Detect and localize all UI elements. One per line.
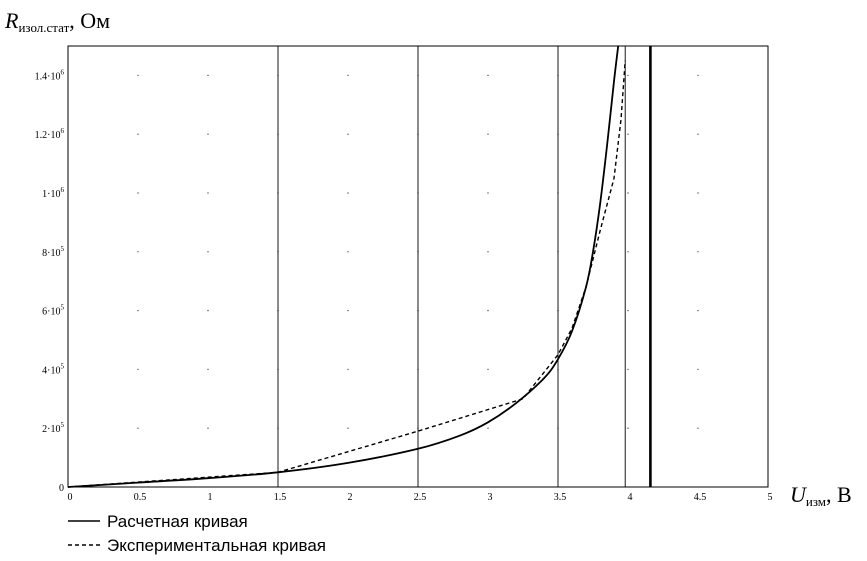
y-tick-label: 1.4·106 <box>35 68 65 82</box>
grid-dot <box>347 192 349 194</box>
grid-dot <box>697 368 699 371</box>
grid-dot <box>137 309 139 312</box>
y-tick-label: 8·105 <box>42 245 64 259</box>
x-tick-label: 4.5 <box>694 492 707 503</box>
grid-dot <box>487 192 489 194</box>
grid-dot <box>627 309 629 312</box>
grid-dot <box>627 368 629 371</box>
grid-dot <box>137 251 139 253</box>
x-tick-label: 4 <box>628 492 633 503</box>
grid-dot <box>487 427 489 429</box>
grid-dot <box>487 133 489 135</box>
grid-dot <box>207 368 209 371</box>
grid-dot <box>347 427 349 429</box>
y-tick-label: 6·105 <box>42 304 64 318</box>
grid-dot <box>697 133 699 135</box>
y-tick-label: 4·105 <box>42 362 64 376</box>
grid-dot <box>487 251 489 253</box>
y-tick-labels: 0 2·105 4·105 6·105 8·105 1·106 1.2·106 1.4·106 <box>35 68 65 494</box>
x-tick-label: 2 <box>348 492 353 503</box>
grid-dot <box>347 251 349 253</box>
grid-dot <box>697 427 699 429</box>
grid-dot <box>137 427 139 429</box>
x-tick-label: 1 <box>208 492 213 503</box>
grid-dot <box>137 192 139 194</box>
vertical-lines <box>277 46 652 487</box>
y-tick-label: 1·106 <box>42 186 64 200</box>
grid-dot <box>347 309 349 312</box>
grid-dot <box>137 74 139 77</box>
x-tick-label: 0 <box>68 492 73 503</box>
grid-dot <box>627 251 629 253</box>
grid-dot <box>697 192 699 194</box>
legend-label-solid: Расчетная кривая <box>107 512 248 531</box>
legend: Расчетная кривая Экспериментальная крива… <box>68 512 326 555</box>
x-tick-label: 2.5 <box>414 492 427 503</box>
legend-label-dashed: Экспериментальная кривая <box>107 536 326 555</box>
series-group <box>67 45 626 488</box>
grid-dot <box>347 133 349 135</box>
grid-dot <box>697 251 699 253</box>
grid-dot <box>207 427 209 429</box>
grid-dot <box>627 74 629 77</box>
grid-dot <box>137 368 139 371</box>
y-tick-label: 1.2·106 <box>35 127 65 141</box>
grid-dot <box>137 133 139 135</box>
grid-dot <box>697 74 699 77</box>
x-tick-label: 1.5 <box>274 492 287 503</box>
grid-dot <box>207 74 209 77</box>
grid-dot <box>347 74 349 77</box>
x-tick-labels: 0 0.5 1 1.5 2 2.5 3 3.5 4 4.5 5 <box>68 492 773 503</box>
y-tick-label: 0 <box>59 483 64 494</box>
grid-dot <box>207 309 209 312</box>
grid-dot <box>697 309 699 312</box>
x-tick-label: 3 <box>488 492 493 503</box>
grid-dot <box>627 192 629 194</box>
grid-dot <box>207 192 209 194</box>
x-tick-label: 5 <box>768 492 773 503</box>
grid-dot <box>207 251 209 253</box>
grid-dot <box>207 133 209 135</box>
x-axis-title: Uизм, В <box>790 482 852 509</box>
grid-dot <box>487 74 489 77</box>
series-line-experimental <box>67 60 626 488</box>
y-tick-label: 2·105 <box>42 421 64 435</box>
grid-dot <box>487 309 489 312</box>
grid-dot <box>347 368 349 371</box>
y-axis-title: Rизол.стат, Ом <box>4 8 110 35</box>
grid-dot <box>627 133 629 135</box>
grid-dot <box>487 368 489 371</box>
x-tick-label: 3.5 <box>554 492 567 503</box>
x-tick-label: 0.5 <box>134 492 147 503</box>
grid-dot <box>627 427 629 429</box>
